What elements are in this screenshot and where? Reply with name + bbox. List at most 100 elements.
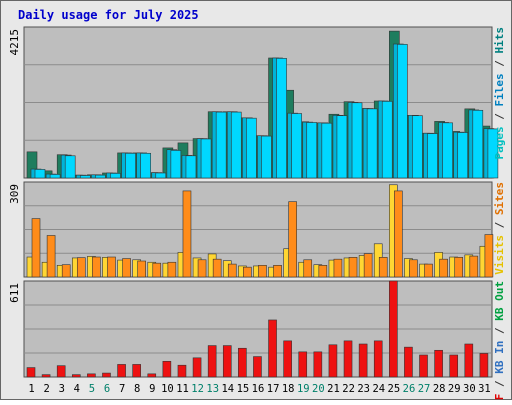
series-label-hits: Pages / Files / Hits [493, 27, 506, 160]
bar-kb-f [373, 340, 383, 378]
bar-pages [155, 172, 167, 179]
series-label-part: / [493, 54, 506, 74]
bar-pages [276, 58, 287, 179]
series-label-visits: Visits / Sites [493, 182, 506, 275]
bar-pages [321, 122, 333, 179]
bar-kb-f [238, 347, 247, 378]
bar-sites [31, 218, 41, 278]
bar-kb-f [313, 351, 323, 378]
bar-kb-f [419, 354, 428, 378]
bar-kb-f [132, 364, 141, 378]
bar-pages [64, 155, 76, 179]
bar-pages [412, 115, 423, 179]
bar-kb-f [358, 343, 368, 378]
ymax-label-hits: 4215 [8, 29, 21, 56]
bar-sites [333, 258, 343, 278]
bar-sites [469, 255, 479, 278]
x-tick-label: 12 [191, 383, 204, 395]
x-tick-label: 23 [357, 383, 370, 395]
bar-pages [472, 109, 484, 179]
bar-kb-f [434, 349, 443, 378]
bar-kb-f [177, 364, 187, 378]
bar-pages [170, 150, 182, 179]
bar-pages [95, 174, 106, 179]
x-tick-label: 11 [176, 383, 189, 395]
bar-pages [200, 138, 212, 179]
panel-visits: 309 Visits / Sites [8, 181, 506, 278]
x-tick-label: 20 [312, 383, 325, 395]
x-tick-label: 13 [206, 383, 219, 395]
bar-pages [79, 175, 91, 179]
bar-pages [306, 122, 318, 179]
bar-sites [197, 259, 207, 278]
series-label-part: KB In [493, 341, 506, 374]
bar-kb-f [328, 344, 338, 378]
bar-kb-f [102, 372, 111, 378]
bar-pages [381, 101, 393, 179]
panel-hits: 4215 Pages / Files / Hits [8, 26, 506, 179]
bar-sites [76, 257, 86, 278]
bar-kb-f [404, 346, 413, 378]
series-label-part: / [493, 321, 506, 341]
x-tick-label: 27 [418, 383, 431, 395]
bar-sites [46, 235, 56, 278]
x-tick-label: 10 [161, 383, 174, 395]
bar-kb-f [87, 373, 96, 378]
bar-pages [397, 44, 408, 179]
bar-kb-f [479, 353, 489, 378]
bar-kb-f [268, 319, 277, 378]
bar-kb-f [449, 354, 459, 378]
bar-sites [378, 257, 388, 278]
bar-pages [34, 169, 46, 179]
bar-pages [366, 108, 378, 179]
bar-sites [454, 257, 464, 278]
bar-sites [167, 261, 177, 278]
bar-pages [140, 152, 151, 179]
bar-kb-f [71, 374, 81, 378]
x-tick-label: 17 [267, 383, 280, 395]
bar-kb-f [147, 373, 157, 378]
ymax-label-visits: 309 [8, 184, 21, 204]
bar-pages [291, 113, 302, 179]
x-tick-label: 19 [297, 383, 310, 395]
series-label-traffic: KB F / KB In / KB Out [493, 281, 506, 400]
bar-kb-f [464, 343, 474, 378]
bar-sites [122, 258, 131, 278]
bar-kb-f [162, 360, 172, 378]
x-tick-label: 30 [463, 383, 476, 395]
bar-sites [227, 263, 237, 278]
ymax-label-traffic: 611 [8, 283, 21, 303]
bar-pages [110, 173, 121, 179]
bar-sites [258, 265, 267, 278]
bar-sites [152, 262, 162, 278]
bar-sites [484, 234, 494, 278]
series-label-part: / [493, 374, 506, 394]
panel-traffic: 611KB F / KB In / KB Out [8, 280, 506, 405]
bar-sites [424, 263, 433, 278]
series-label-part: KB F [493, 394, 506, 400]
series-label-part: KB Out [493, 281, 506, 321]
bar-pages [230, 111, 242, 179]
x-tick-label: 14 [221, 383, 234, 395]
bar-kb-f [207, 345, 217, 378]
series-label-part: Hits [493, 27, 506, 54]
x-tick-label: 16 [252, 383, 265, 395]
bar-kb-f [41, 374, 51, 378]
x-tick-label: 3 [59, 383, 65, 395]
x-tick-label: 4 [74, 383, 80, 395]
x-tick-label: 31 [478, 383, 491, 395]
x-tick-label: 6 [104, 383, 110, 395]
x-tick-label: 9 [149, 383, 155, 395]
x-tick-label: 26 [403, 383, 416, 395]
bar-sites [288, 201, 297, 278]
bar-kb-f [253, 356, 262, 378]
bar-kb-f [26, 367, 36, 378]
bar-kb-f [222, 345, 232, 378]
bar-kb-f [389, 280, 398, 378]
bar-sites [92, 256, 101, 278]
bar-sites [394, 190, 403, 278]
bar-pages [457, 132, 469, 179]
bar-sites [212, 258, 222, 278]
series-label-part: Sites [493, 182, 506, 215]
